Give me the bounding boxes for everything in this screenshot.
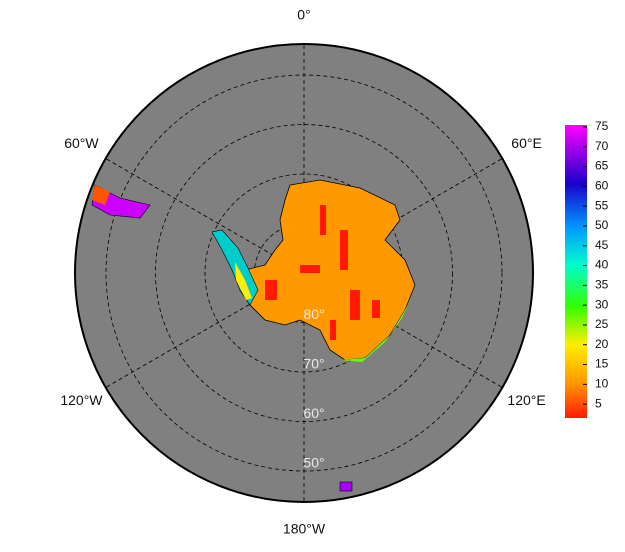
longitude-label: 120°E [507, 392, 545, 408]
colorbar-tick-label: 35 [595, 278, 609, 292]
antarctica [239, 179, 416, 361]
longitude-line [105, 158, 305, 274]
colorbar-tick-label: 50 [595, 218, 609, 232]
peninsula-band [235, 262, 252, 300]
colorbar [565, 125, 587, 418]
latitude-label: 50° [303, 455, 324, 471]
coast-band [340, 296, 412, 362]
longitude-label: 180°W [283, 521, 326, 537]
longitude-label: 0° [297, 7, 310, 23]
colorbar-tick-label: 10 [595, 377, 609, 391]
latitude-label: 70° [303, 356, 324, 372]
colorbar-tick-label: 20 [595, 337, 609, 351]
colorbar-tick-label: 25 [595, 317, 609, 331]
colorbar-tick-label: 30 [595, 297, 609, 311]
island [339, 481, 353, 492]
south-america-patch [92, 185, 110, 205]
colorbar-tick-label: 40 [595, 258, 609, 272]
colorbar-tick-label: 75 [595, 119, 609, 133]
colorbar-tick-label: 15 [595, 357, 609, 371]
longitude-label: 60°W [64, 135, 99, 151]
colorbar-tick-label: 45 [595, 238, 609, 252]
latitude-label: 80° [303, 306, 324, 322]
colorbar-tick-label: 5 [595, 396, 602, 410]
colorbar-tick-label: 55 [595, 198, 609, 212]
land [91, 179, 416, 492]
colorbar-tick-label: 60 [595, 179, 609, 193]
longitude-label: 60°E [511, 135, 542, 151]
latitude-label: 60° [303, 405, 324, 421]
longitude-label: 120°W [60, 392, 103, 408]
colorbar-tick-label: 70 [595, 139, 609, 153]
red-patches [265, 205, 380, 340]
colorbar-tick-label: 65 [595, 159, 609, 173]
